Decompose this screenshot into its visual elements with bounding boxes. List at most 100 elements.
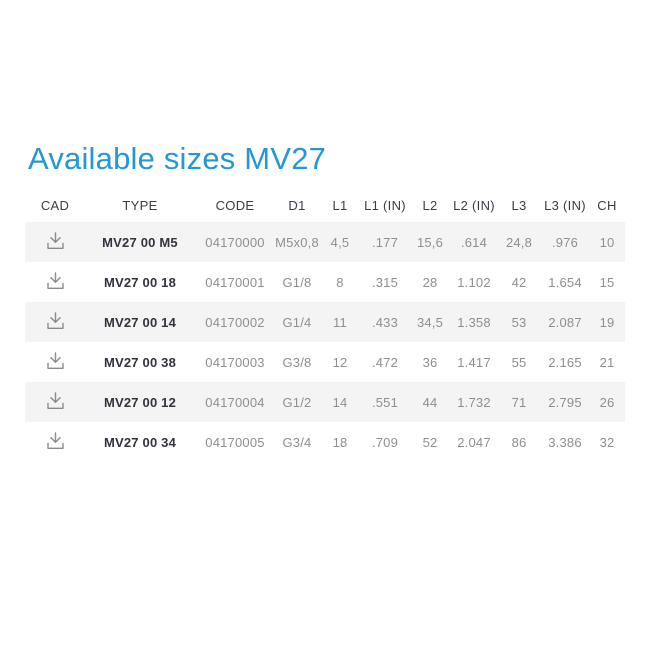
table-row: MV27 00 18 04170001 G1/8 8 .315 28 1.102… [25,262,625,302]
code-cell: 04170003 [205,354,265,370]
l1-cell: 18 [332,434,348,450]
page-title: Available sizes MV27 [28,141,327,176]
cad-download-link[interactable] [45,391,66,410]
l3-cell: 71 [511,394,527,410]
download-icon [46,391,64,409]
d1-cell: G3/4 [282,434,312,450]
column-header: L2 [422,197,438,213]
l2-cell: 36 [422,354,438,370]
l2-in-cell: 2.047 [457,434,491,450]
code-cell: 04170000 [205,234,265,250]
code-cell: 04170005 [205,434,265,450]
type-cell: MV27 00 14 [103,314,177,330]
l3-cell: 53 [511,314,527,330]
download-icon [46,231,64,249]
l1-cell: 14 [332,394,348,410]
ch-cell: 19 [599,314,615,330]
code-cell: 04170004 [205,394,265,410]
d1-cell: G3/8 [282,354,312,370]
type-cell: MV27 00 18 [103,274,177,290]
l3-in-cell: 3.386 [548,434,582,450]
table-row: MV27 00 14 04170002 G1/4 11 .433 34,5 1.… [25,302,625,342]
cad-download-link[interactable] [45,311,66,330]
header-row: CAD TYPE CODE D1 L1 L1 (IN) L2 L2 (IN) L3 L3 (IN)… [25,188,625,222]
d1-cell: G1/8 [282,274,312,290]
l1-cell: 4,5 [330,234,350,250]
column-header: D1 [288,197,306,213]
d1-cell: M5x0,8 [275,234,319,250]
ch-cell: 15 [599,274,615,290]
l1-in-cell: .472 [371,354,399,370]
l3-cell: 86 [511,434,527,450]
l2-in-cell: .614 [460,234,488,250]
cad-cell [25,222,85,262]
l1-in-cell: .709 [371,434,399,450]
download-icon [46,431,64,449]
l2-in-cell: 1.417 [457,354,491,370]
type-cell: MV27 00 M5 [102,234,178,250]
l3-cell: 24,8 [505,234,533,250]
l1-cell: 8 [336,274,344,290]
l1-in-cell: .315 [371,274,399,290]
ch-cell: 10 [599,234,615,250]
column-header: CAD [40,197,70,213]
code-cell: 04170002 [205,314,265,330]
l2-cell: 34,5 [416,314,444,330]
ch-cell: 32 [599,434,615,450]
download-icon [46,351,64,369]
table-body: MV27 00 M5 04170000 M5x0,8 4,5 .177 15,6… [25,222,625,462]
column-header: CH [597,197,617,213]
l1-cell: 12 [332,354,348,370]
l1-cell: 11 [333,314,347,330]
ch-cell: 26 [599,394,615,410]
type-cell: MV27 00 34 [103,434,177,450]
column-header: L3 [511,197,527,213]
l2-cell: 44 [422,394,438,410]
cad-cell [25,262,85,302]
download-icon [46,311,64,329]
l1-in-cell: .551 [371,394,399,410]
code-cell: 04170001 [205,274,265,290]
page: Available sizes MV27 CAD TYPE CODE D1 L1 L1 (… [25,141,625,462]
column-header: TYPE [122,197,158,213]
l1-in-cell: .433 [371,314,399,330]
l3-cell: 55 [511,354,527,370]
table-row: MV27 00 M5 04170000 M5x0,8 4,5 .177 15,6… [25,222,625,262]
download-icon [46,271,64,289]
sizes-table: CAD TYPE CODE D1 L1 L1 (IN) L2 L2 (IN) L3 L3 (IN)… [25,188,625,462]
l3-in-cell: 2.795 [548,394,582,410]
cad-download-link[interactable] [45,231,66,250]
l2-cell: 28 [422,274,438,290]
column-header: L3 (IN) [544,197,586,213]
l3-in-cell: 2.087 [548,314,582,330]
l3-in-cell: 2.165 [548,354,582,370]
table-row: MV27 00 12 04170004 G1/2 14 .551 44 1.73… [25,382,625,422]
l3-in-cell: .976 [551,234,579,250]
column-header: L1 (IN) [364,197,406,213]
cad-download-link[interactable] [45,431,66,450]
type-cell: MV27 00 38 [103,354,177,370]
cad-cell [25,342,85,382]
column-header: L2 (IN) [453,197,495,213]
l2-in-cell: 1.732 [457,394,491,410]
l3-in-cell: 1.654 [548,274,582,290]
cad-download-link[interactable] [45,351,66,370]
cad-cell [25,382,85,422]
l2-in-cell: 1.102 [457,274,491,290]
l2-cell: 52 [422,434,438,450]
d1-cell: G1/2 [282,394,312,410]
d1-cell: G1/4 [282,314,312,330]
column-header: CODE [215,197,255,213]
l2-cell: 15,6 [416,234,444,250]
table-row: MV27 00 34 04170005 G3/4 18 .709 52 2.04… [25,422,625,462]
l2-in-cell: 1.358 [457,314,491,330]
column-header: L1 [332,197,348,213]
cad-download-link[interactable] [45,271,66,290]
cad-cell [25,422,85,462]
l1-in-cell: .177 [371,234,399,250]
l3-cell: 42 [511,274,527,290]
ch-cell: 21 [599,354,615,370]
table-row: MV27 00 38 04170003 G3/8 12 .472 36 1.41… [25,342,625,382]
type-cell: MV27 00 12 [103,394,177,410]
cad-cell [25,302,85,342]
